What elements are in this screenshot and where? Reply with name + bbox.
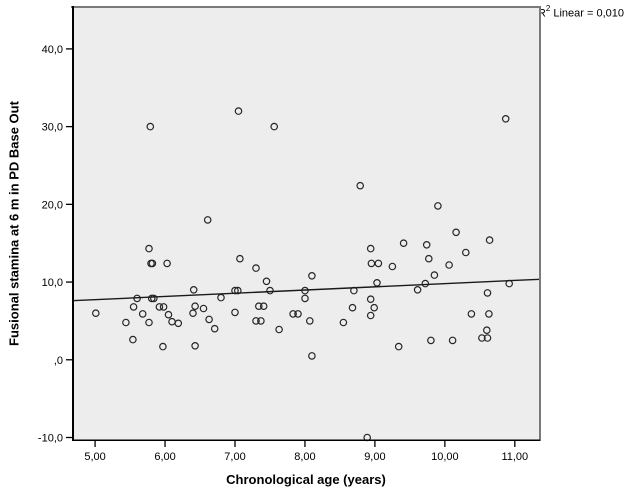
data-point: [294, 310, 302, 318]
data-point: [448, 336, 457, 345]
data-point: [262, 277, 271, 286]
data-point: [150, 294, 158, 303]
data-point: [159, 303, 168, 311]
data-point: [308, 352, 316, 360]
data-point: [430, 271, 439, 279]
x-tick-label: 5,00: [84, 451, 105, 463]
x-axis-title: Chronological age (years): [226, 472, 386, 487]
data-point: [92, 309, 100, 318]
data-point: [205, 315, 213, 324]
data-point: [301, 294, 309, 303]
data-point: [164, 310, 173, 319]
regression-line: [71, 278, 541, 302]
x-tick-label: 6,00: [154, 451, 175, 463]
data-point: [356, 181, 365, 190]
data-point: [424, 254, 433, 263]
y-tick-label: 10,0: [42, 277, 63, 289]
y-tick-label: ,0: [54, 355, 63, 367]
data-point: [145, 318, 153, 327]
y-tick-label: 30,0: [42, 122, 63, 134]
data-point: [252, 264, 260, 272]
data-point: [445, 261, 453, 269]
data-point: [210, 324, 219, 333]
data-point: [388, 262, 397, 271]
data-point: [129, 335, 137, 344]
data-point: [231, 308, 239, 317]
data-point: [146, 122, 155, 131]
data-point: [485, 310, 493, 318]
data-point: [422, 241, 431, 249]
data-point: [189, 309, 197, 318]
data-point: [373, 278, 381, 287]
data-point: [483, 334, 492, 342]
data-point: [252, 317, 260, 325]
x-tick-label: 10,00: [431, 451, 459, 463]
data-point: [148, 259, 157, 268]
data-point: [367, 259, 376, 268]
data-point: [122, 318, 130, 327]
data-point: [394, 342, 403, 351]
data-point: [191, 302, 199, 311]
data-point: [478, 334, 486, 342]
data-point: [163, 259, 171, 268]
data-point: [191, 341, 199, 350]
data-point: [461, 248, 470, 257]
data-point: [203, 216, 212, 224]
data-point: [366, 244, 375, 253]
data-point: [266, 286, 274, 295]
data-point: [155, 303, 164, 311]
data-point: [305, 317, 314, 325]
data-point: [234, 107, 243, 115]
data-point: [374, 259, 383, 268]
data-point: [413, 285, 422, 294]
data-point: [483, 289, 492, 297]
data-point: [138, 310, 147, 318]
data-point: [485, 236, 494, 244]
data-point: [366, 295, 375, 304]
data-point: [259, 302, 268, 311]
y-tick-label: -10,0: [38, 433, 63, 445]
r2-annotation: R2 Linear = 0,010: [537, 4, 624, 20]
data-point: [308, 271, 316, 280]
data-point: [452, 228, 460, 237]
x-tick-label: 8,00: [294, 451, 315, 463]
data-point: [236, 254, 244, 263]
y-tick-label: 40,0: [42, 44, 63, 56]
data-point: [199, 304, 208, 313]
x-tick-label: 7,00: [224, 451, 245, 463]
r2-sup: 2: [545, 4, 551, 13]
data-point: [289, 310, 297, 318]
data-point: [434, 202, 442, 210]
data-point: [129, 303, 138, 311]
data-point: [421, 279, 430, 288]
data-point: [254, 302, 263, 311]
data-point: [370, 303, 379, 312]
data-point: [257, 317, 265, 325]
data-point: [482, 326, 491, 335]
data-point: [366, 311, 375, 320]
data-point: [270, 122, 279, 131]
data-point: [174, 319, 183, 328]
data-point: [501, 115, 510, 123]
x-tick-label: 9,00: [364, 451, 385, 463]
data-point: [399, 239, 408, 248]
data-point: [147, 294, 156, 303]
data-point: [159, 342, 167, 351]
r2-rest: Linear = 0,010: [550, 7, 624, 20]
data-point: [348, 303, 357, 312]
data-point: [145, 244, 153, 253]
data-point: [339, 318, 348, 327]
data-point: [467, 310, 476, 318]
data-point: [275, 325, 283, 334]
x-tick-label: 11,00: [501, 451, 528, 463]
data-point: [427, 336, 435, 345]
data-point: [189, 285, 198, 294]
y-tick-label: 20,0: [42, 199, 63, 211]
r2-base: R: [537, 7, 546, 20]
plot-background: [72, 6, 540, 441]
